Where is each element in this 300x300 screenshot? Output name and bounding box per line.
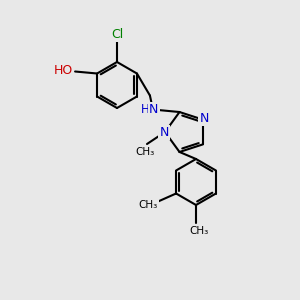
Text: H: H bbox=[140, 103, 149, 116]
Text: N: N bbox=[149, 103, 159, 116]
Text: N: N bbox=[199, 112, 209, 125]
Text: CH₃: CH₃ bbox=[139, 200, 158, 211]
Text: CH₃: CH₃ bbox=[189, 226, 208, 236]
Text: CH₃: CH₃ bbox=[135, 147, 154, 157]
Text: N: N bbox=[159, 125, 169, 139]
Text: HO: HO bbox=[53, 64, 73, 77]
Text: Cl: Cl bbox=[111, 28, 123, 40]
